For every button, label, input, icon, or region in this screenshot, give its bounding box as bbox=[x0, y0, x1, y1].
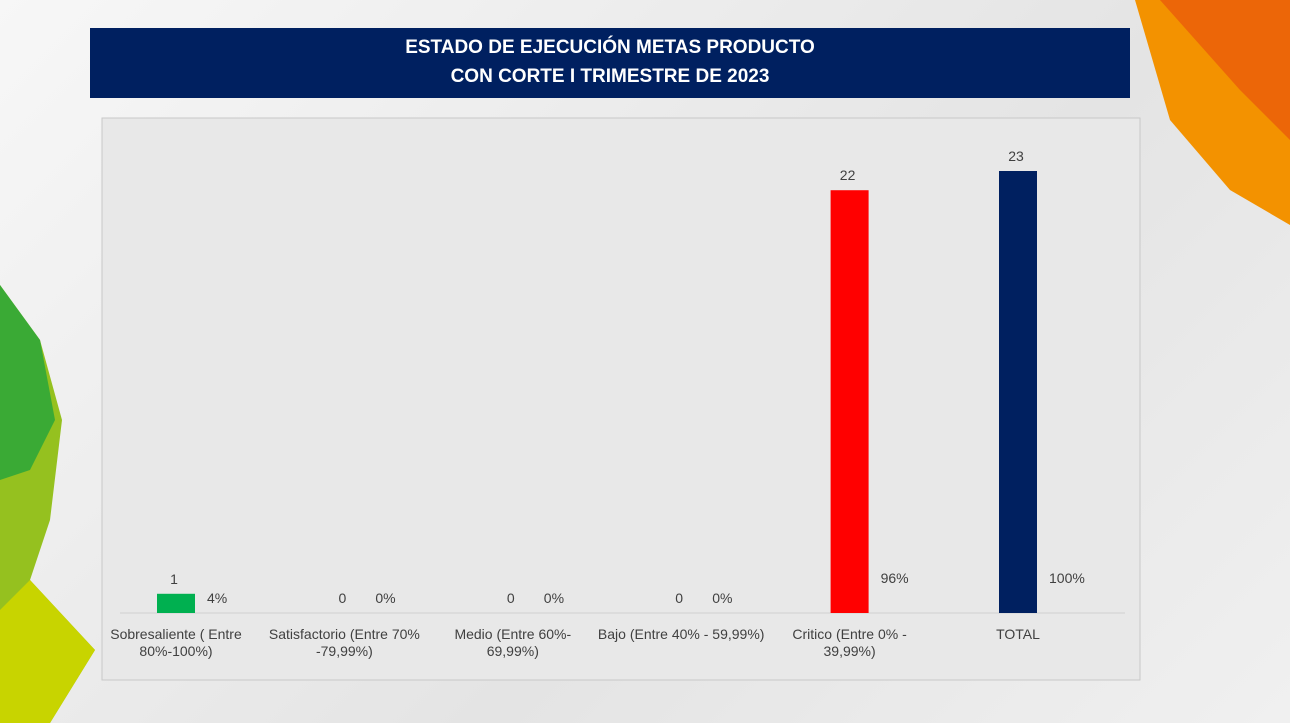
x-tick-label: Sobresaliente ( Entre 80%-100%) bbox=[92, 626, 260, 660]
bar bbox=[999, 171, 1037, 613]
share-label: 0% bbox=[544, 590, 564, 606]
chart: ESTADO DE EJECUCIÓN METAS PRODUCTO CON C… bbox=[0, 0, 1290, 723]
value-label: 22 bbox=[840, 167, 856, 183]
share-label: 4% bbox=[207, 590, 227, 606]
bar bbox=[157, 594, 195, 613]
plot-area bbox=[102, 118, 1140, 680]
bar bbox=[831, 190, 869, 613]
value-label: 0 bbox=[675, 590, 683, 606]
chart-title: ESTADO DE EJECUCIÓN METAS PRODUCTO bbox=[405, 36, 815, 58]
banner: ESTADO DE EJECUCIÓN METAS PRODUCTO CON C… bbox=[90, 28, 1130, 98]
x-tick-label: Critico (Entre 0% - 39,99%) bbox=[766, 626, 934, 660]
share-label: 0% bbox=[712, 590, 732, 606]
x-tick-label: Satisfactorio (Entre 70% -79,99%) bbox=[260, 626, 428, 660]
slide: ESTADO DE EJECUCIÓN METAS PRODUCTO CON C… bbox=[0, 0, 1290, 723]
value-label: 1 bbox=[170, 571, 178, 587]
share-label: 96% bbox=[881, 570, 909, 586]
x-tick-label: Medio (Entre 60%- 69,99%) bbox=[429, 626, 597, 660]
chart-title: CON CORTE I TRIMESTRE DE 2023 bbox=[451, 66, 770, 87]
value-label: 0 bbox=[339, 590, 347, 606]
value-label: 0 bbox=[507, 590, 515, 606]
share-label: 100% bbox=[1049, 570, 1085, 586]
x-tick-label: TOTAL bbox=[934, 626, 1102, 643]
share-label: 0% bbox=[375, 590, 395, 606]
decoration bbox=[0, 580, 95, 723]
value-label: 23 bbox=[1008, 148, 1024, 164]
x-tick-label: Bajo (Entre 40% - 59,99%) bbox=[597, 626, 765, 643]
